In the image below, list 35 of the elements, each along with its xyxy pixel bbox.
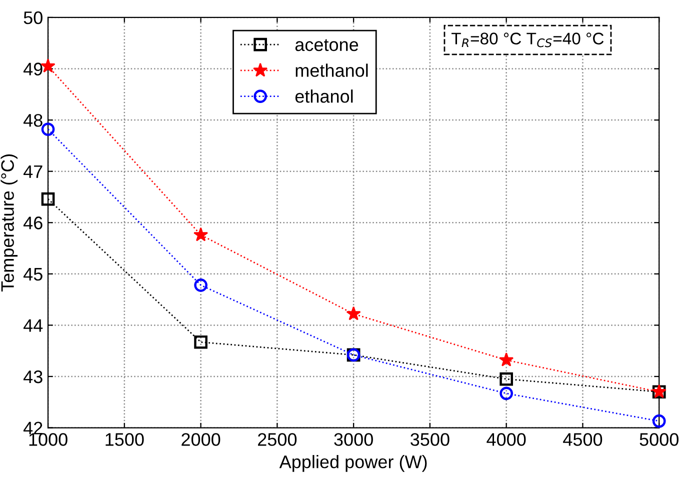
y-tick-label: 49 [23, 62, 42, 76]
point [500, 386, 514, 400]
x-axis-title: Applied power (W) [279, 455, 427, 472]
y-tick-label: 44 [23, 319, 43, 332]
x-tick-label: 4000 [486, 433, 526, 446]
point [194, 335, 208, 349]
x-tick-label: 4500 [563, 433, 602, 446]
y-tick-label: 45 [23, 268, 42, 281]
legend-label: methanol [296, 64, 368, 77]
x-tick-label: 3000 [334, 433, 373, 446]
x-tick-label: 1500 [106, 433, 144, 446]
point [194, 278, 208, 292]
x-tick-label: 2000 [182, 433, 220, 446]
point [41, 192, 55, 206]
y-tick-label: 50 [24, 11, 42, 24]
point [193, 227, 208, 242]
point [652, 414, 666, 428]
y-tick-label: 42 [23, 422, 42, 434]
legend-label: ethanol [295, 90, 353, 103]
point [346, 306, 361, 320]
x-tick-label: 2500 [258, 433, 297, 446]
annotation: T$_{R}$=80 °C T$_{CS}$=40 °C [452, 32, 604, 48]
x-tick-label: 1000 [29, 433, 68, 446]
point [41, 122, 55, 136]
point [40, 58, 56, 72]
legend-label: acetone [295, 39, 358, 52]
y-axis-title: Temperature (°C) [0, 154, 18, 292]
y-tick-label: 48 [23, 114, 42, 127]
y-tick-label: 46 [23, 216, 42, 230]
point [500, 372, 514, 386]
y-tick-label: 47 [23, 165, 42, 178]
y-tick-label: 43 [23, 370, 42, 384]
x-tick-label: 3500 [410, 433, 450, 446]
point [499, 352, 514, 366]
x-tick-label: 5000 [640, 433, 678, 446]
